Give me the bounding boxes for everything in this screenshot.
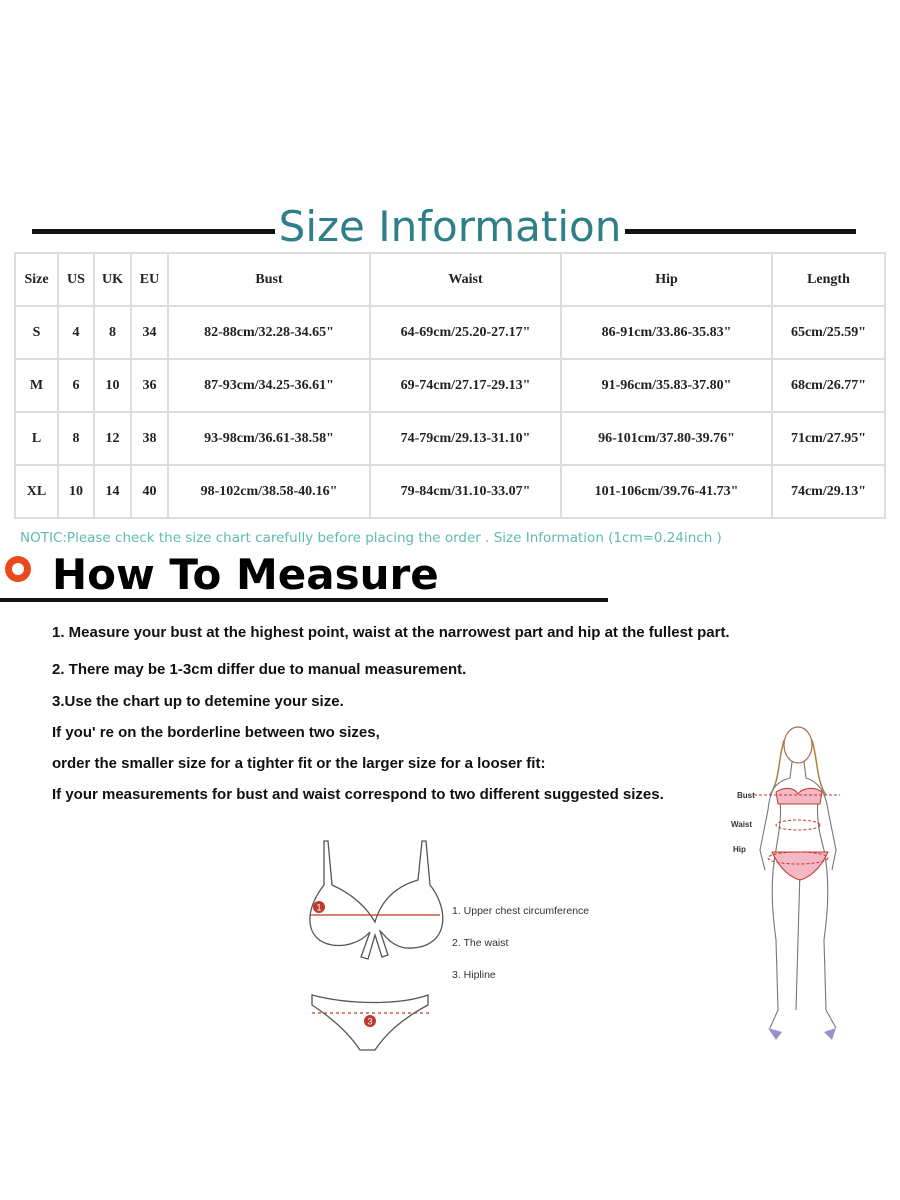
legend-item: 2. The waist	[452, 937, 509, 949]
table-cell: S	[14, 305, 59, 360]
table-cell: 74cm/29.13"	[771, 464, 886, 519]
table-cell: 36	[130, 358, 169, 413]
table-cell: 14	[93, 464, 132, 519]
header-cell: US	[57, 252, 95, 307]
header-cell: EU	[130, 252, 169, 307]
circle-bullet-icon	[5, 556, 31, 582]
notice-text: NOTIC:Please check the size chart carefu…	[20, 530, 722, 546]
figure-label-bust: Bust	[737, 791, 755, 800]
table-cell: 38	[130, 411, 169, 466]
table-cell: 68cm/26.77"	[771, 358, 886, 413]
table-cell: 96-101cm/37.80-39.76"	[560, 411, 773, 466]
table-cell: 69-74cm/27.17-29.13"	[369, 358, 562, 413]
table-cell: 65cm/25.59"	[771, 305, 886, 360]
instruction-line: 1. Measure your bust at the highest poin…	[52, 624, 730, 641]
instruction-line: If your measurements for bust and waist …	[52, 786, 664, 803]
table-cell: 4	[57, 305, 95, 360]
instruction-line: order the smaller size for a tighter fit…	[52, 755, 546, 772]
table-cell: 6	[57, 358, 95, 413]
page-title: Size Information	[0, 202, 900, 251]
legend-item: 3. Hipline	[452, 969, 496, 981]
table-cell: 40	[130, 464, 169, 519]
table-cell: 101-106cm/39.76-41.73"	[560, 464, 773, 519]
figure-label-waist: Waist	[731, 820, 753, 829]
table-cell: 93-98cm/36.61-38.58"	[167, 411, 371, 466]
header-cell: Length	[771, 252, 886, 307]
table-cell: 74-79cm/29.13-31.10"	[369, 411, 562, 466]
title-rule-left	[32, 229, 277, 234]
header-cell: Size	[14, 252, 59, 307]
table-row: L 8 12 38 93-98cm/36.61-38.58" 74-79cm/29.13-…	[14, 411, 886, 466]
figure-label-hip: Hip	[733, 845, 746, 854]
table-cell: 98-102cm/38.58-40.16"	[167, 464, 371, 519]
table-header-row: Size US UK EU Bust Waist Hip Length	[14, 252, 886, 307]
marker-3-label: 3	[367, 1017, 372, 1027]
instruction-line: If you' re on the borderline between two…	[52, 724, 380, 741]
instruction-line: 3.Use the chart up to detemine your size…	[52, 693, 344, 710]
table-cell: 12	[93, 411, 132, 466]
instruction-line: 2. There may be 1-3cm differ due to manu…	[52, 661, 467, 678]
heading-underline	[0, 598, 608, 602]
table-cell: L	[14, 411, 59, 466]
table-cell: 8	[57, 411, 95, 466]
table-cell: 87-93cm/34.25-36.61"	[167, 358, 371, 413]
header-cell: Hip	[560, 252, 773, 307]
table-cell: 34	[130, 305, 169, 360]
table-cell: 71cm/27.95"	[771, 411, 886, 466]
legend-item: 1. Upper chest circumference	[452, 905, 590, 917]
table-cell: 82-88cm/32.28-34.65"	[167, 305, 371, 360]
table-cell: 79-84cm/31.10-33.07"	[369, 464, 562, 519]
table-row: S 4 8 34 82-88cm/32.28-34.65" 64-69cm/25.20-2…	[14, 305, 886, 360]
title-rule-right	[618, 229, 856, 234]
section-heading: How To Measure	[52, 550, 439, 599]
header-cell: Waist	[369, 252, 562, 307]
woman-figure-illustration	[754, 726, 840, 1040]
table-cell: 10	[93, 358, 132, 413]
bikini-diagram: 1 3	[309, 840, 444, 1051]
table-cell: 91-96cm/35.83-37.80"	[560, 358, 773, 413]
title-text: Size Information	[274, 202, 626, 251]
table-cell: 8	[93, 305, 132, 360]
table-cell: 64-69cm/25.20-27.17"	[369, 305, 562, 360]
header-cell: UK	[93, 252, 132, 307]
marker-3-icon	[364, 1015, 376, 1027]
table-row: XL 10 14 40 98-102cm/38.58-40.16" 79-84cm/31.…	[14, 464, 886, 519]
table-cell: 10	[57, 464, 95, 519]
table-cell: M	[14, 358, 59, 413]
header-cell: Bust	[167, 252, 371, 307]
marker-1-icon	[313, 901, 325, 913]
table-cell: 86-91cm/33.86-35.83"	[560, 305, 773, 360]
table-row: M 6 10 36 87-93cm/34.25-36.61" 69-74cm/27.17-…	[14, 358, 886, 413]
marker-1-label: 1	[316, 903, 321, 913]
table-cell: XL	[14, 464, 59, 519]
